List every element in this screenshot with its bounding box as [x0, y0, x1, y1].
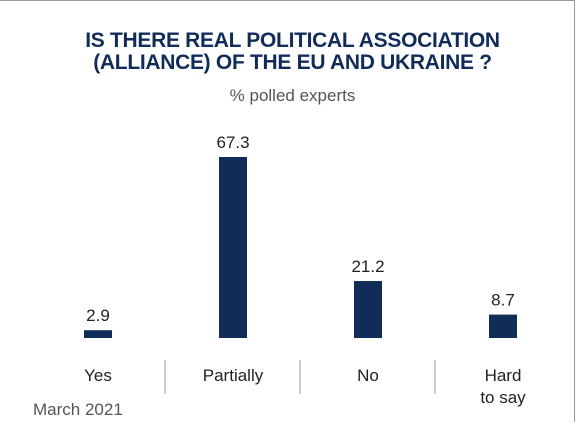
bar-hard-to-say — [489, 314, 517, 338]
category-label-hard-to-say-line-1: Hard — [485, 366, 522, 385]
category-label-partially: Partially — [203, 366, 264, 385]
category-label-hard-to-say-line-2: to say — [480, 388, 526, 407]
chart-title-line-1: IS THERE REAL POLITICAL ASSOCIATION — [85, 29, 500, 52]
bar-partially — [219, 157, 247, 338]
category-label-yes: Yes — [84, 366, 112, 385]
date-footnote: March 2021 — [33, 400, 123, 419]
value-label-hard-to-say: 8.7 — [491, 291, 515, 310]
category-label-no: No — [357, 366, 379, 385]
value-label-yes: 2.9 — [86, 306, 110, 325]
bar-yes — [84, 330, 112, 338]
chart-title-line-2: (ALLIANCE) OF THE EU AND UKRAINE ? — [93, 51, 492, 74]
chart-subtitle: % polled experts — [229, 86, 356, 105]
value-label-partially: 67.3 — [216, 133, 249, 152]
value-label-no: 21.2 — [351, 257, 384, 276]
bar-no — [354, 280, 382, 338]
